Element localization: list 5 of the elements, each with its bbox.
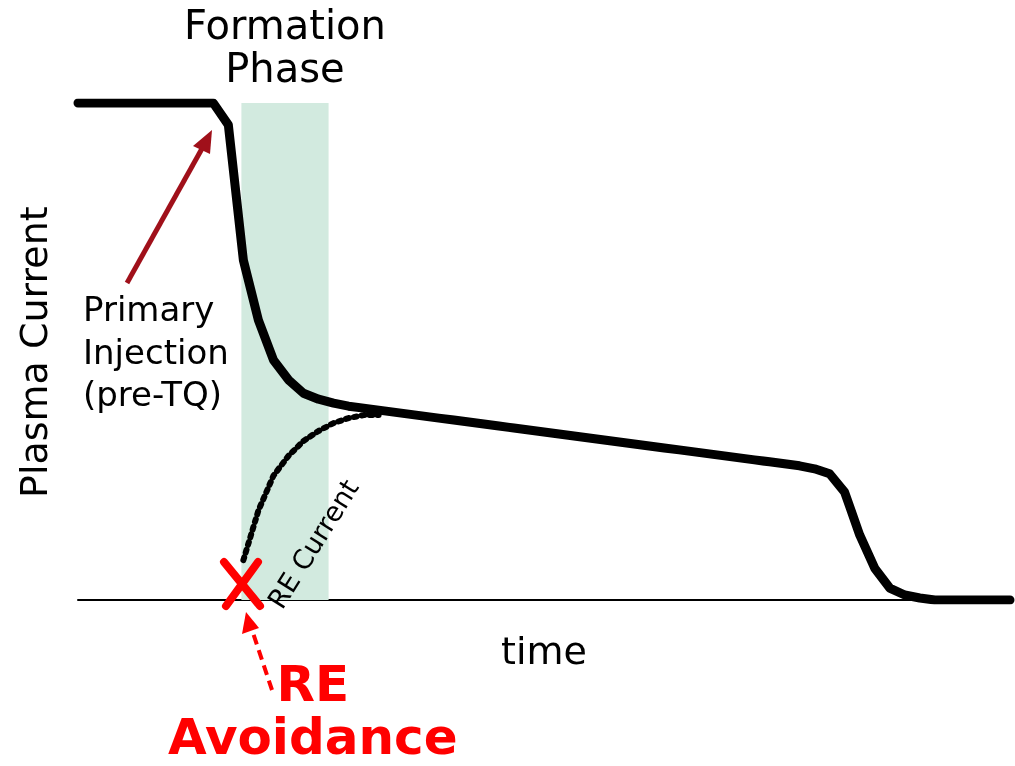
annotation: Primary Injection (pre-TQ) [83,288,229,416]
text: RE Avoidance [168,655,458,766]
text: Formation Phase [183,2,386,92]
y-axis-title: Plasma Current [12,206,56,498]
x-axis-title: time [501,629,587,673]
